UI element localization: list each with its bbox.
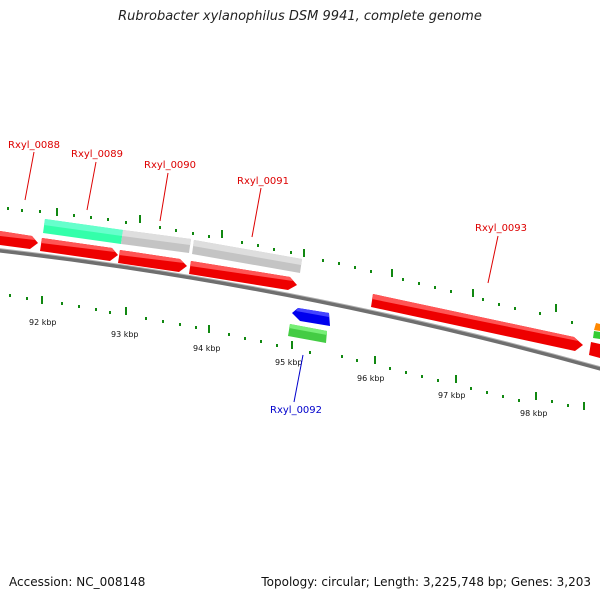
scale-label-93: 93 kbp: [111, 330, 139, 339]
scale-label-94: 94 kbp: [193, 344, 221, 353]
feature-red-0088-outer[interactable]: [0, 231, 38, 249]
feature-red-0089-arrow[interactable]: [40, 238, 118, 261]
feature-red-edge-arrow[interactable]: [589, 342, 600, 358]
leader-line-0093: [487, 235, 499, 284]
feature-red-0090-arrow[interactable]: [118, 250, 187, 272]
gene-label-rxyl-0091[interactable]: Rxyl_0091: [237, 176, 289, 187]
leader-line-0090: [159, 172, 169, 222]
gene-label-rxyl-0092[interactable]: Rxyl_0092: [270, 405, 322, 416]
scale-label-98: 98 kbp: [520, 409, 548, 418]
leader-line-0092: [293, 354, 304, 403]
feature-red-0093-arrow[interactable]: [371, 294, 583, 351]
leader-line-0089: [86, 161, 97, 211]
feature-green-0092-block[interactable]: [288, 324, 327, 343]
leader-line-0088: [24, 151, 35, 201]
feature-blue-0092-arrow[interactable]: [292, 308, 330, 326]
scale-label-96: 96 kbp: [357, 374, 385, 383]
gene-label-rxyl-0090[interactable]: Rxyl_0090: [144, 160, 196, 171]
scale-label-95: 95 kbp: [275, 358, 303, 367]
gene-label-rxyl-0089[interactable]: Rxyl_0089: [71, 149, 123, 160]
gene-label-rxyl-0093[interactable]: Rxyl_0093: [475, 223, 527, 234]
feature-red-0091-arrow[interactable]: [189, 261, 297, 290]
feature-rrna-block[interactable]: [43, 219, 123, 244]
feature-orange-edge[interactable]: [593, 323, 600, 339]
accession-label: Accession: NC_008148: [9, 575, 146, 589]
feature-gray-0090[interactable]: [121, 230, 191, 253]
scale-label-97: 97 kbp: [438, 391, 466, 400]
map-title: Rubrobacter xylanophilus DSM 9941, compl…: [118, 9, 482, 24]
gene-label-rxyl-0088[interactable]: Rxyl_0088: [8, 140, 60, 151]
inner-tick-track: [9, 294, 585, 410]
genome-summary-label: Topology: circular; Length: 3,225,748 bp…: [261, 575, 591, 589]
scale-label-92: 92 kbp: [29, 318, 57, 327]
genome-backbone: [0, 248, 600, 371]
outer-tick-track: [7, 207, 573, 324]
leader-line-0091: [251, 187, 262, 238]
feature-gray-0091[interactable]: [192, 240, 302, 273]
